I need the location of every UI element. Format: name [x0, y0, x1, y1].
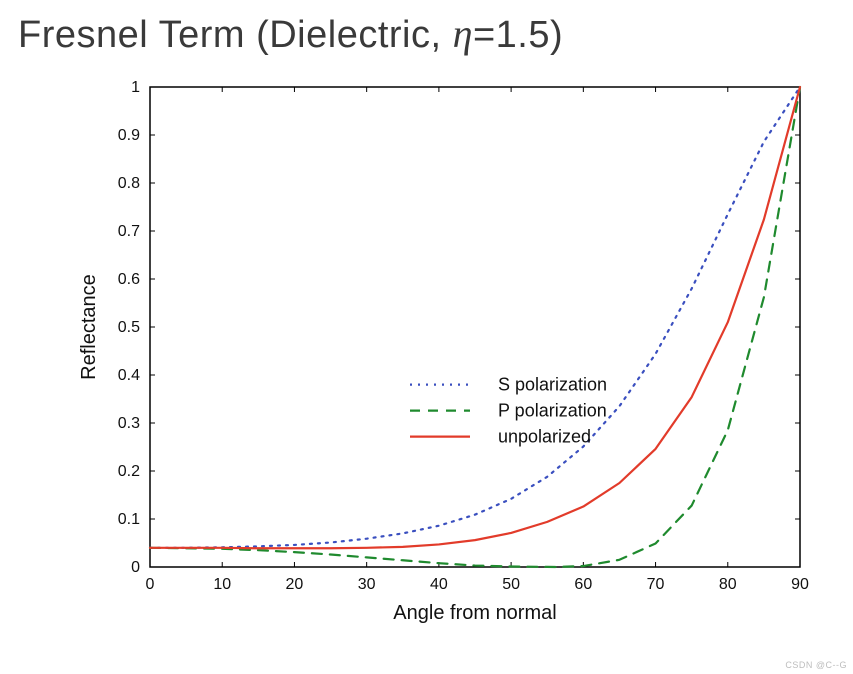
title-eta: η	[453, 11, 473, 56]
ytick-label: 0.6	[118, 271, 140, 288]
ytick-label: 0.9	[118, 127, 140, 144]
chart-container: 0 10 20 30 40 50 60 70 80 90 0 0.1 0.2 0.3 0.4 0.5 0.6 0.…	[60, 67, 820, 637]
legend-label: P polarization	[498, 401, 607, 421]
xtick-label: 80	[719, 576, 737, 593]
ytick-label: 0	[131, 559, 140, 576]
y-axis-label: Reflectance	[78, 274, 100, 380]
ytick-label: 0.7	[118, 223, 140, 240]
title-prefix: Fresnel Term (Dielectric,	[18, 14, 453, 56]
ytick-label: 0.4	[118, 367, 140, 384]
legend-label: unpolarized	[498, 427, 591, 447]
xtick-label: 60	[574, 576, 592, 593]
legend-label: S polarization	[498, 375, 607, 395]
plot-frame	[150, 87, 800, 567]
watermark: CSDN @C--G	[785, 660, 847, 670]
xtick-label: 70	[647, 576, 665, 593]
xtick-label: 90	[791, 576, 809, 593]
xtick-label: 30	[358, 576, 376, 593]
ytick-label: 0.2	[118, 463, 140, 480]
ytick-label: 0.5	[118, 319, 140, 336]
xtick-label: 50	[502, 576, 520, 593]
title-eq: =1.5)	[473, 14, 563, 56]
xtick-label: 0	[146, 576, 155, 593]
xtick-label: 40	[430, 576, 448, 593]
ytick-label: 0.3	[118, 415, 140, 432]
ytick-label: 0.8	[118, 175, 140, 192]
ytick-label: 1	[131, 79, 140, 96]
xtick-label: 10	[213, 576, 231, 593]
xtick-label: 20	[286, 576, 304, 593]
x-axis-label: Angle from normal	[393, 602, 556, 624]
fresnel-chart: 0 10 20 30 40 50 60 70 80 90 0 0.1 0.2 0.3 0.4 0.5 0.6 0.…	[60, 67, 820, 637]
ytick-label: 0.1	[118, 511, 140, 528]
page-title: Fresnel Term (Dielectric, η=1.5)	[18, 10, 853, 57]
